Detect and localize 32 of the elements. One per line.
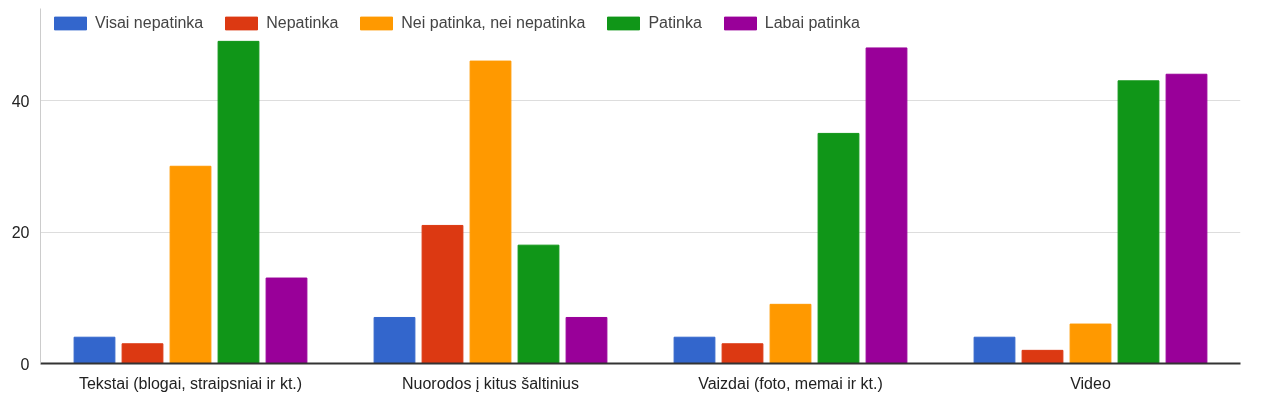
bar [517,244,560,364]
bar [769,303,812,364]
bar [421,224,464,364]
bar [865,47,908,364]
bar [973,336,1016,364]
bar [1021,349,1064,364]
bar [565,316,608,364]
bar [469,60,512,364]
bar [73,336,116,364]
bar [373,316,416,364]
legend-label: Labai patinka [764,14,860,32]
x-tick-label: Vaizdai (foto, memai ir kt.) [698,374,883,392]
x-tick-label: Tekstai (blogai, straipsniai ir kt.) [78,374,303,392]
y-tick-label: 0 [20,355,30,373]
bar [169,165,212,364]
bar [817,132,860,364]
legend-label: Nei patinka, nei nepatinka [401,14,586,32]
x-tick-label: Video [1070,374,1111,392]
bar [1069,323,1112,364]
bar [721,343,764,364]
bar [1165,73,1208,364]
bar [673,336,716,364]
legend-label: Patinka [648,14,702,32]
bar [1117,80,1160,364]
bar [265,277,308,364]
legend-label: Nepatinka [266,14,339,32]
x-tick-label: Nuorodos į kitus šaltinius [402,374,579,392]
bar [121,343,164,364]
bar [217,40,260,364]
y-tick-label: 40 [11,92,30,110]
y-tick-label: 20 [11,224,30,242]
legend-label: Visai nepatinka [95,14,204,32]
